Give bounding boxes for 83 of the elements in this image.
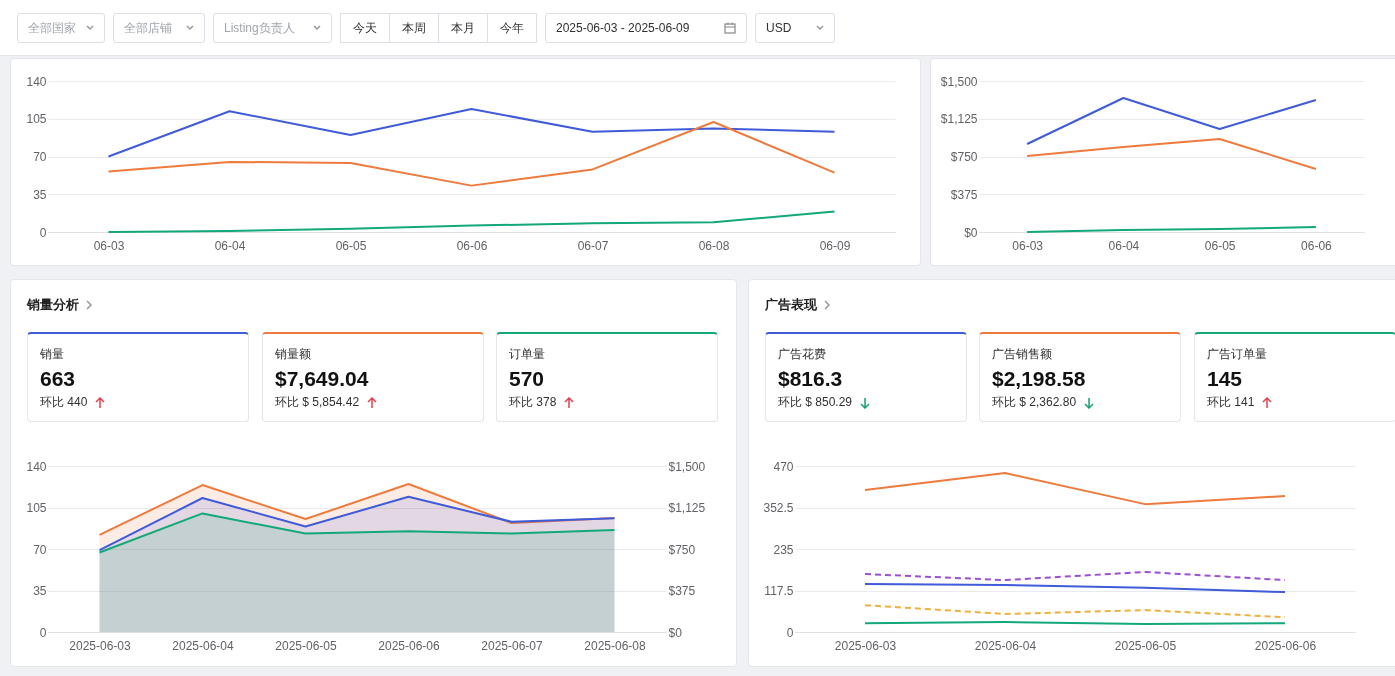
text: 今天: [353, 19, 377, 37]
text: 全部店铺: [124, 19, 172, 37]
text: $2,198.58: [992, 367, 1087, 391]
x-tick-label: 2025-06-05: [275, 638, 338, 653]
text: 广告花费: [778, 346, 827, 363]
text: 环比 440: [40, 394, 88, 411]
y-tick-label: 0: [39, 225, 47, 240]
y-tick-label: 35: [33, 187, 47, 202]
x-tick-label: 2025-06-07: [481, 638, 544, 653]
y-tick-label: 117.5: [764, 584, 794, 598]
text: 环比 378: [509, 394, 557, 411]
y-tick-label: 140: [26, 459, 47, 474]
y-tick-label: 70: [33, 150, 47, 164]
y-tick-label: $375: [950, 187, 978, 202]
text: 570: [509, 367, 546, 391]
line-series: [107, 108, 836, 158]
text: 销量额: [275, 346, 312, 363]
x-tick-label: 06-04: [214, 238, 246, 253]
text: 环比 $ 2,362.80: [992, 394, 1077, 411]
y-tick-label: $1,125: [940, 112, 978, 127]
x-tick-label: 06-05: [1204, 238, 1236, 253]
y-tick-label: 105: [26, 501, 47, 515]
x-tick-label: 2025-06-04: [172, 638, 235, 653]
y2-tick-label: $0: [668, 625, 683, 640]
text: 环比 141: [1207, 394, 1255, 411]
y-tick-label: $0: [964, 225, 978, 240]
y-tick-label: 352.5: [763, 501, 794, 515]
text: 环比 $ 5,854.42: [275, 394, 360, 411]
y-tick-label: $750: [950, 150, 978, 164]
x-tick-label: 06-03: [1012, 238, 1044, 253]
x-tick-label: 2025-06-03: [69, 638, 132, 653]
x-tick-label: 2025-06-06: [1254, 638, 1317, 653]
text: 本月: [451, 19, 475, 37]
x-tick-label: 06-07: [577, 238, 609, 253]
text: $816.3: [778, 367, 844, 391]
text: 订单量: [509, 346, 546, 363]
text: 663: [40, 367, 77, 391]
y-tick-label: 70: [33, 542, 47, 557]
x-tick-label: 06-09: [819, 238, 851, 253]
y-tick-label: 0: [39, 625, 47, 640]
text: USD: [766, 21, 792, 35]
y2-tick-label: $1,500: [668, 459, 706, 474]
text: 2025-06-03 - 2025-06-09: [556, 21, 690, 35]
y-tick-label: 0: [786, 625, 794, 640]
y2-tick-label: $750: [668, 542, 696, 557]
line-series: [1026, 97, 1317, 146]
line-series: [107, 210, 836, 233]
y2-tick-label: $1,125: [668, 501, 706, 515]
x-tick-label: 06-08: [698, 238, 730, 253]
line-series: [107, 120, 836, 187]
text: 本周: [402, 19, 426, 37]
y-tick-label: 35: [33, 584, 47, 598]
text: 广告表现: [765, 296, 817, 314]
text: Listing负责人: [224, 19, 295, 37]
text: 广告销售额: [992, 346, 1053, 363]
line-series: [864, 582, 1286, 594]
y-tick-label: 140: [26, 74, 47, 89]
text: 销量: [40, 346, 65, 363]
x-tick-label: 06-04: [1108, 238, 1140, 253]
text: 全部国家: [28, 19, 76, 37]
line-series: [864, 472, 1286, 506]
y-tick-label: 105: [26, 112, 47, 127]
x-tick-label: 2025-06-03: [834, 638, 897, 653]
x-tick-label: 06-03: [93, 238, 125, 253]
text: 今年: [500, 19, 524, 37]
x-tick-label: 06-06: [1301, 238, 1333, 253]
y-tick-label: 470: [773, 459, 794, 474]
text: 145: [1207, 367, 1244, 391]
line-series: [1026, 137, 1317, 170]
text: 环比 $ 850.29: [778, 394, 853, 411]
x-tick-label: 06-05: [335, 238, 367, 253]
x-tick-label: 2025-06-05: [1114, 638, 1177, 653]
text: 广告订单量: [1207, 346, 1268, 363]
y-tick-label: $1,500: [940, 74, 978, 89]
x-tick-label: 2025-06-08: [584, 638, 647, 653]
x-tick-label: 06-06: [456, 238, 488, 253]
text: 销量分析: [27, 296, 79, 314]
text: $7,649.04: [275, 367, 370, 391]
x-tick-label: 2025-06-04: [974, 638, 1037, 653]
line-series: [864, 604, 1286, 619]
x-tick-label: 2025-06-06: [378, 638, 441, 653]
y2-tick-label: $375: [668, 584, 696, 598]
y-tick-label: 235: [773, 542, 794, 557]
